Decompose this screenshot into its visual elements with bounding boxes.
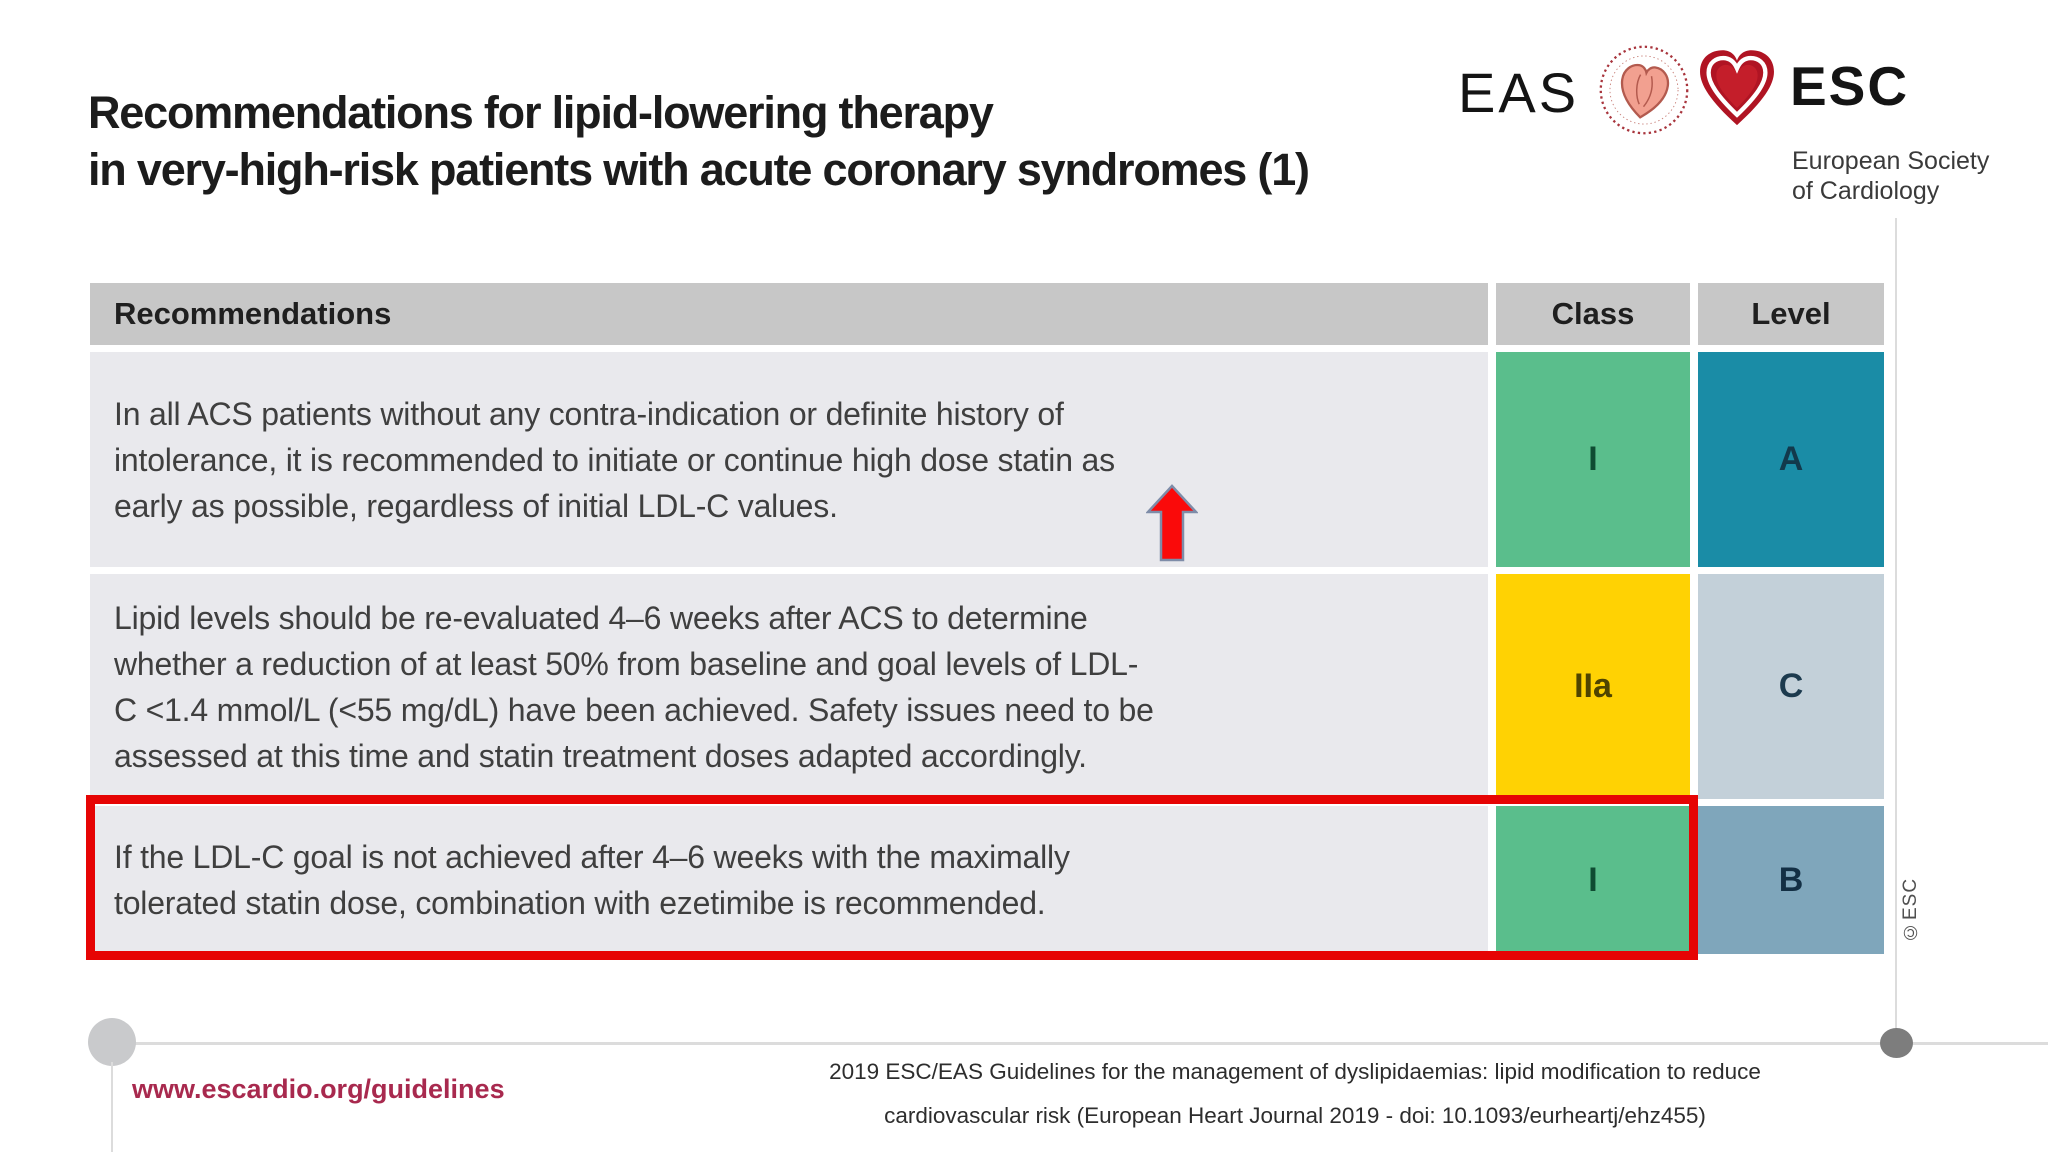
recommendation-row-3-text: If the LDL-C goal is not achieved after … [90,806,1488,954]
level-badge-row-2: C [1698,574,1884,799]
footer-left-tail-line [111,1062,113,1152]
footer-right-dot [1880,1028,1913,1058]
eas-seal-icon [1599,45,1689,135]
citation-line2: cardiovascular risk (European Heart Jour… [884,1103,1706,1128]
footer-left-dot [88,1018,136,1066]
esc-logo-subtitle: European Society of Cardiology [1792,146,1989,206]
footer-divider-line [108,1042,2048,1045]
recommendation-row-1-text: In all ACS patients without any contra-i… [90,352,1488,567]
page-title-line2: in very-high-risk patients with acute co… [88,144,1310,195]
level-badge-row-3: B [1698,806,1884,954]
class-badge-row-2: IIa [1496,574,1690,799]
right-divider-line [1895,218,1897,1044]
level-badge-row-1: A [1698,352,1884,567]
class-badge-row-1: I [1496,352,1690,567]
guidelines-link[interactable]: www.escardio.org/guidelines [132,1074,505,1104]
esc-subtitle-line2: of Cardiology [1792,177,1940,205]
esc-logo-text: ESC [1790,55,1910,117]
citation-line1: 2019 ESC/EAS Guidelines for the manageme… [829,1059,1761,1084]
esc-copyright-label: ©ESC [1900,877,1921,942]
page-title: Recommendations for lipid-lowering thera… [88,84,1508,198]
highlight-box [86,795,1698,960]
citation-text: 2019 ESC/EAS Guidelines for the manageme… [640,1050,1950,1138]
recommendation-row-2-text: Lipid levels should be re-evaluated 4–6 … [90,574,1488,799]
table-header-recommendations: Recommendations [90,283,1488,345]
esc-heart-icon [1700,50,1774,126]
esc-subtitle-line1: European Society [1792,147,1990,175]
table-header-level: Level [1698,283,1884,345]
page-title-line1: Recommendations for lipid-lowering thera… [88,87,994,138]
table-header-class: Class [1496,283,1690,345]
class-badge-row-3: I [1496,806,1690,954]
eas-logo-text: EAS [1458,61,1580,124]
highlight-arrow-icon [1146,484,1198,562]
